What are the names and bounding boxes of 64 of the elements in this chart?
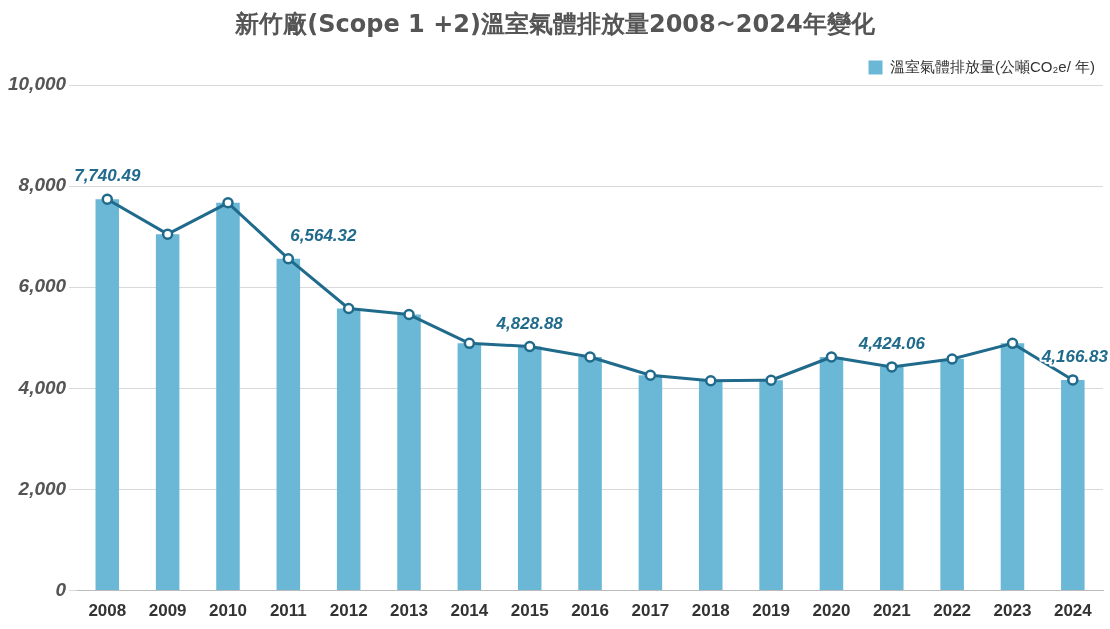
point bbox=[222, 197, 234, 209]
bar bbox=[638, 375, 663, 591]
point bbox=[463, 337, 476, 350]
point bbox=[403, 308, 415, 321]
data-label: 4,424.06 bbox=[857, 334, 926, 354]
point bbox=[1006, 337, 1019, 350]
y-tick-label: 2,000 bbox=[17, 477, 67, 499]
x-tick-label: 2023 bbox=[993, 601, 1032, 621]
point bbox=[765, 374, 777, 387]
point bbox=[523, 340, 536, 353]
x-tick-label: 2021 bbox=[872, 601, 911, 621]
point bbox=[946, 353, 958, 365]
x-tick-label: 2017 bbox=[631, 601, 670, 621]
x-tick-label: 2022 bbox=[933, 601, 972, 621]
bar bbox=[155, 234, 180, 591]
data-label: 6,564.32 bbox=[290, 225, 358, 245]
point bbox=[342, 302, 355, 315]
bar bbox=[1000, 343, 1025, 591]
point bbox=[161, 228, 174, 240]
point bbox=[705, 375, 717, 387]
x-tick-label: 2020 bbox=[812, 601, 851, 621]
x-tick-label: 2011 bbox=[269, 601, 307, 621]
y-tick-label: 4,000 bbox=[17, 376, 67, 398]
point bbox=[584, 351, 596, 363]
bar bbox=[759, 380, 783, 591]
bar bbox=[940, 359, 964, 591]
x-tick-label: 2009 bbox=[148, 601, 187, 621]
bar bbox=[276, 258, 301, 591]
bar bbox=[880, 366, 904, 591]
x-tick-label: 2008 bbox=[88, 601, 127, 621]
bar bbox=[457, 343, 482, 591]
bar bbox=[578, 357, 602, 591]
legend-label: 溫室氣體排放量(公噸CO₂e/ 年) bbox=[890, 57, 1096, 75]
y-tick-label: 10,000 bbox=[7, 73, 67, 95]
y-tick-label: 0 bbox=[55, 578, 67, 600]
point bbox=[282, 252, 295, 265]
data-label: 7,740.49 bbox=[74, 166, 141, 186]
x-tick-label: 2019 bbox=[752, 601, 791, 621]
x-tick-label: 2018 bbox=[691, 601, 730, 621]
point bbox=[101, 193, 114, 205]
bar bbox=[95, 199, 120, 591]
x-tick-label: 2013 bbox=[390, 601, 428, 621]
bar bbox=[397, 314, 421, 591]
x-tick-label: 2014 bbox=[450, 601, 489, 621]
x-tick-label: 2010 bbox=[209, 601, 247, 621]
point bbox=[1067, 374, 1079, 386]
point bbox=[644, 369, 657, 381]
y-tick-label: 8,000 bbox=[18, 174, 67, 196]
x-tick-label: 2015 bbox=[510, 601, 549, 621]
point bbox=[825, 351, 838, 363]
x-tick-label: 2012 bbox=[329, 601, 368, 621]
bar bbox=[216, 202, 240, 591]
data-label: 4,166.83 bbox=[1040, 347, 1109, 367]
x-tick-label: 2016 bbox=[571, 601, 609, 621]
chart-title: 新竹廠(Scope 1 +2)溫室氣體排放量2008~2024年變化 bbox=[234, 9, 876, 40]
data-label: 4,828.88 bbox=[495, 313, 564, 333]
bar bbox=[819, 357, 844, 591]
bar bbox=[517, 346, 542, 591]
bar bbox=[336, 308, 361, 591]
point bbox=[886, 361, 898, 373]
x-tick-label: 2024 bbox=[1053, 601, 1093, 621]
bar bbox=[1061, 379, 1085, 591]
y-tick-label: 6,000 bbox=[18, 275, 67, 297]
bar bbox=[698, 380, 723, 591]
